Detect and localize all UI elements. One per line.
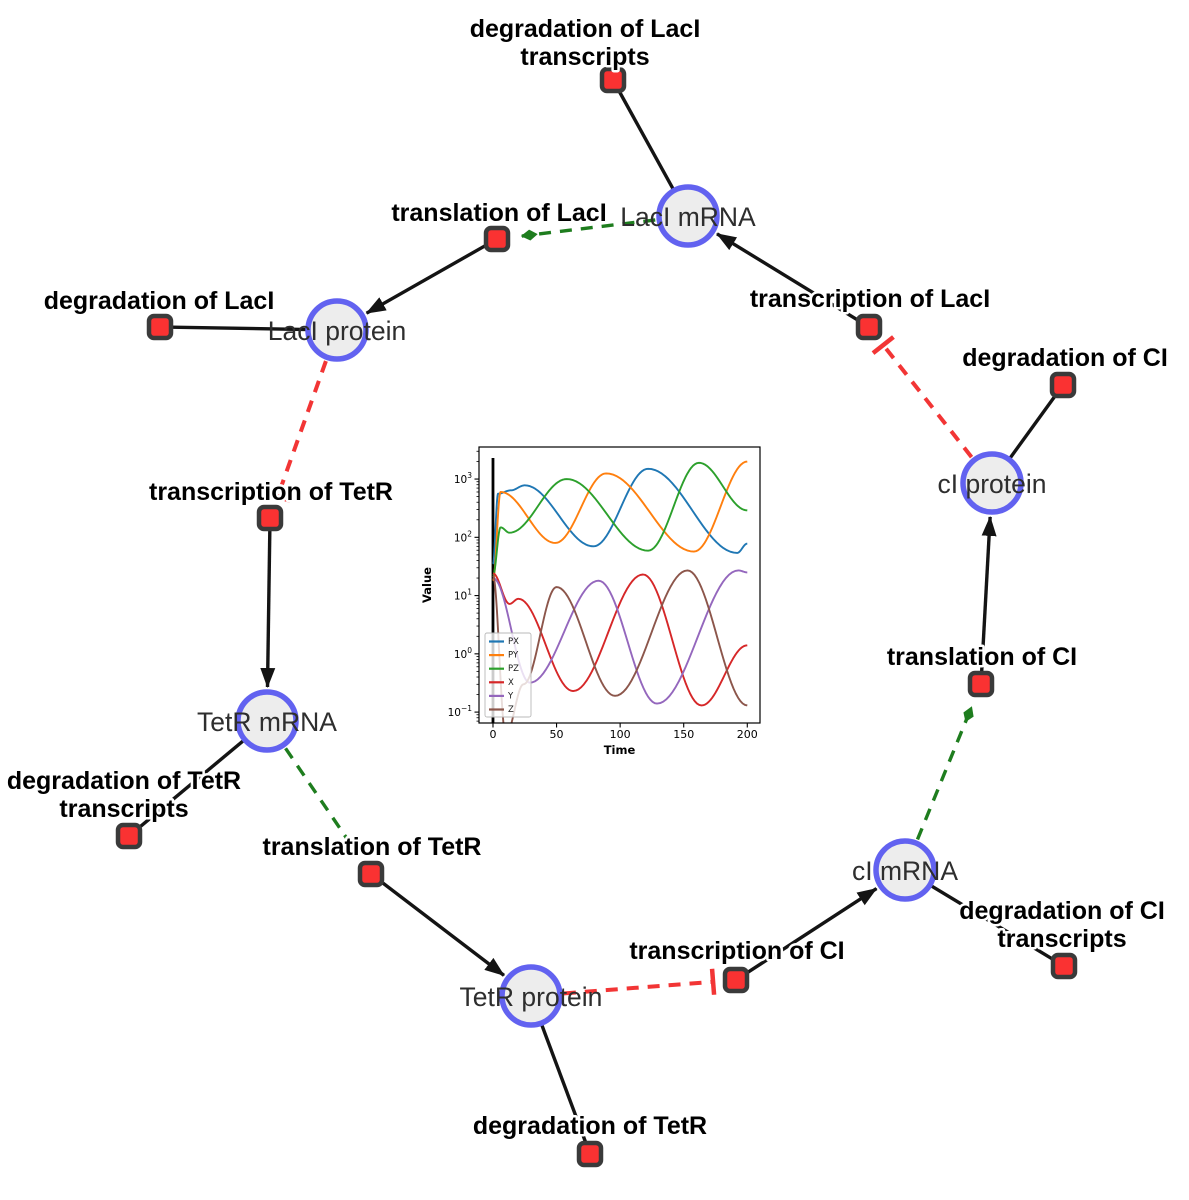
species-node-ci_mrna[interactable] — [873, 838, 937, 902]
reaction-label-deg_tetr_tx-line2: transcripts — [59, 795, 188, 823]
chart-ylabel: Value — [420, 567, 434, 603]
species-node-laci_mrna[interactable] — [656, 184, 720, 248]
reaction-label-txn_tetr: transcription of TetR — [149, 478, 393, 506]
reaction-label-deg_ci: degradation of CI — [962, 344, 1168, 372]
legend-label-Z: Z — [508, 705, 514, 715]
inhibition-tbar-icon-txn_laci — [871, 335, 895, 355]
reaction-label-deg_tetr: degradation of TetR — [473, 1112, 707, 1140]
x-tick-label: 150 — [673, 728, 694, 741]
chart-axes-box — [478, 446, 761, 724]
edge-consumption-tetr_mrna-deg_tetr_tx — [137, 737, 247, 830]
reaction-label-deg_ci_tx-line2: transcripts — [997, 925, 1126, 953]
reaction-node-deg_ci[interactable] — [1049, 371, 1077, 399]
x-tick-label: 200 — [737, 728, 758, 741]
chart-series-PY — [492, 460, 748, 582]
edge-modifier-tetr_mrna-transl_tetr — [284, 747, 359, 855]
inhibition-tbar-icon-txn_ci — [709, 968, 717, 995]
x-tick-label: 0 — [489, 728, 496, 741]
x-tick-label: 50 — [550, 728, 564, 741]
y-tick-label: 103 — [454, 471, 472, 487]
reaction-node-txn_ci[interactable] — [722, 966, 750, 994]
legend-label-PZ: PZ — [508, 664, 519, 674]
reaction-node-transl_laci[interactable] — [483, 225, 511, 253]
legend-label-X: X — [508, 678, 514, 688]
reaction-node-txn_tetr[interactable] — [256, 504, 284, 532]
reaction-node-deg_laci[interactable] — [146, 313, 174, 341]
reaction-node-txn_laci[interactable] — [855, 313, 883, 341]
species-label-ci_protein: cI protein — [937, 469, 1046, 499]
reaction-label-txn_laci: transcription of LacI — [750, 285, 990, 313]
y-tick-label: 10−1 — [448, 704, 473, 720]
edge-consumption-ci_mrna-deg_ci_tx — [928, 883, 1055, 962]
reaction-node-transl_tetr[interactable] — [357, 860, 385, 888]
reaction-label-transl_ci: translation of CI — [887, 643, 1077, 671]
reaction-node-deg_ci_tx[interactable] — [1050, 952, 1078, 980]
reaction-node-deg_tetr_tx[interactable] — [115, 822, 143, 850]
edge-production-txn_laci-laci_mrna — [716, 232, 860, 323]
edge-consumption-ci_protein-deg_ci — [1007, 393, 1058, 462]
chart-series-Z — [492, 569, 748, 723]
edge-production-txn_ci-ci_mrna — [745, 887, 878, 975]
reaction-label-deg_laci_tx-line2: transcripts — [520, 43, 649, 71]
inset-time-series-chart: 0 50 100 150 20010−1100101102103TimeValuePXP… — [420, 446, 761, 757]
reaction-label-deg_tetr_tx: degradation of TetR — [7, 767, 241, 795]
species-node-tetr_mrna[interactable] — [235, 689, 299, 753]
reaction-node-transl_ci[interactable] — [967, 670, 995, 698]
edge-consumption-laci_protein-deg_laci — [171, 325, 310, 332]
chart-legend: PX PY PZ XYZ — [484, 632, 532, 718]
edge-production-transl_ci-ci_protein — [979, 515, 997, 673]
x-tick-label: 100 — [610, 728, 631, 741]
labels-layer: degradation of LacItranscriptstranslatio… — [4, 13, 1170, 1143]
chart-series-X — [492, 572, 748, 707]
inhibition-tbar-icon-txn_tetr — [264, 489, 291, 503]
legend-label-PX: PX — [508, 637, 519, 647]
legend-label-Y: Y — [507, 691, 514, 701]
edge-consumption-tetr_protein-deg_tetr — [539, 1021, 588, 1144]
reaction-label-txn_ci: transcription of CI — [629, 937, 844, 965]
edge-modifier-ci_mrna-transl_ci — [915, 706, 974, 841]
species-node-laci_protein[interactable] — [305, 298, 369, 362]
y-tick-label: 101 — [454, 587, 472, 603]
edge-production-transl_tetr-tetr_protein — [379, 879, 505, 977]
edge-consumption-laci_mrna-deg_laci_tx — [617, 89, 676, 193]
chart-series-PZ — [492, 461, 748, 577]
species-node-ci_protein[interactable] — [960, 451, 1024, 515]
species-label-laci_mrna: LacI mRNA — [620, 202, 756, 232]
reaction-label-deg_laci_tx: degradation of LacI — [470, 15, 701, 43]
chart-layer: 0 50 100 150 20010−1100101102103TimeValuePXP… — [420, 446, 761, 757]
chart-xlabel: Time — [604, 743, 636, 757]
species-label-ci_mrna: cI mRNA — [852, 856, 958, 886]
edge-production-transl_laci-laci_protein — [365, 243, 488, 315]
reaction-label-deg_laci: degradation of LacI — [44, 287, 275, 315]
reaction-label-deg_ci_tx: degradation of CI — [959, 897, 1165, 925]
edge-production-txn_tetr-tetr_mrna — [260, 529, 276, 689]
y-tick-label: 100 — [454, 645, 472, 661]
legend-label-PY: PY — [508, 651, 519, 661]
reaction-node-deg_laci_tx[interactable] — [599, 66, 627, 94]
reaction-label-transl_tetr: translation of TetR — [263, 833, 482, 861]
species-label-tetr_protein: TetR protein — [460, 982, 603, 1012]
edge-modifier-laci_mrna-transl_laci — [520, 218, 656, 241]
reaction-label-transl_laci: translation of LacI — [391, 199, 606, 227]
y-tick-label: 102 — [454, 529, 472, 545]
species-node-tetr_protein[interactable] — [499, 964, 563, 1028]
edge-inhibition-tetr_protein-txn_ci — [563, 979, 714, 996]
species-label-tetr_mrna: TetR mRNA — [197, 707, 337, 737]
nodes-layer — [115, 66, 1078, 1168]
edge-inhibition-ci_protein-txn_laci — [881, 343, 974, 459]
species-label-laci_protein: LacI protein — [268, 316, 406, 346]
edge-inhibition-laci_protein-txn_tetr — [275, 360, 328, 498]
edges-layer — [137, 89, 1058, 1144]
reaction-node-deg_tetr[interactable] — [576, 1140, 604, 1168]
